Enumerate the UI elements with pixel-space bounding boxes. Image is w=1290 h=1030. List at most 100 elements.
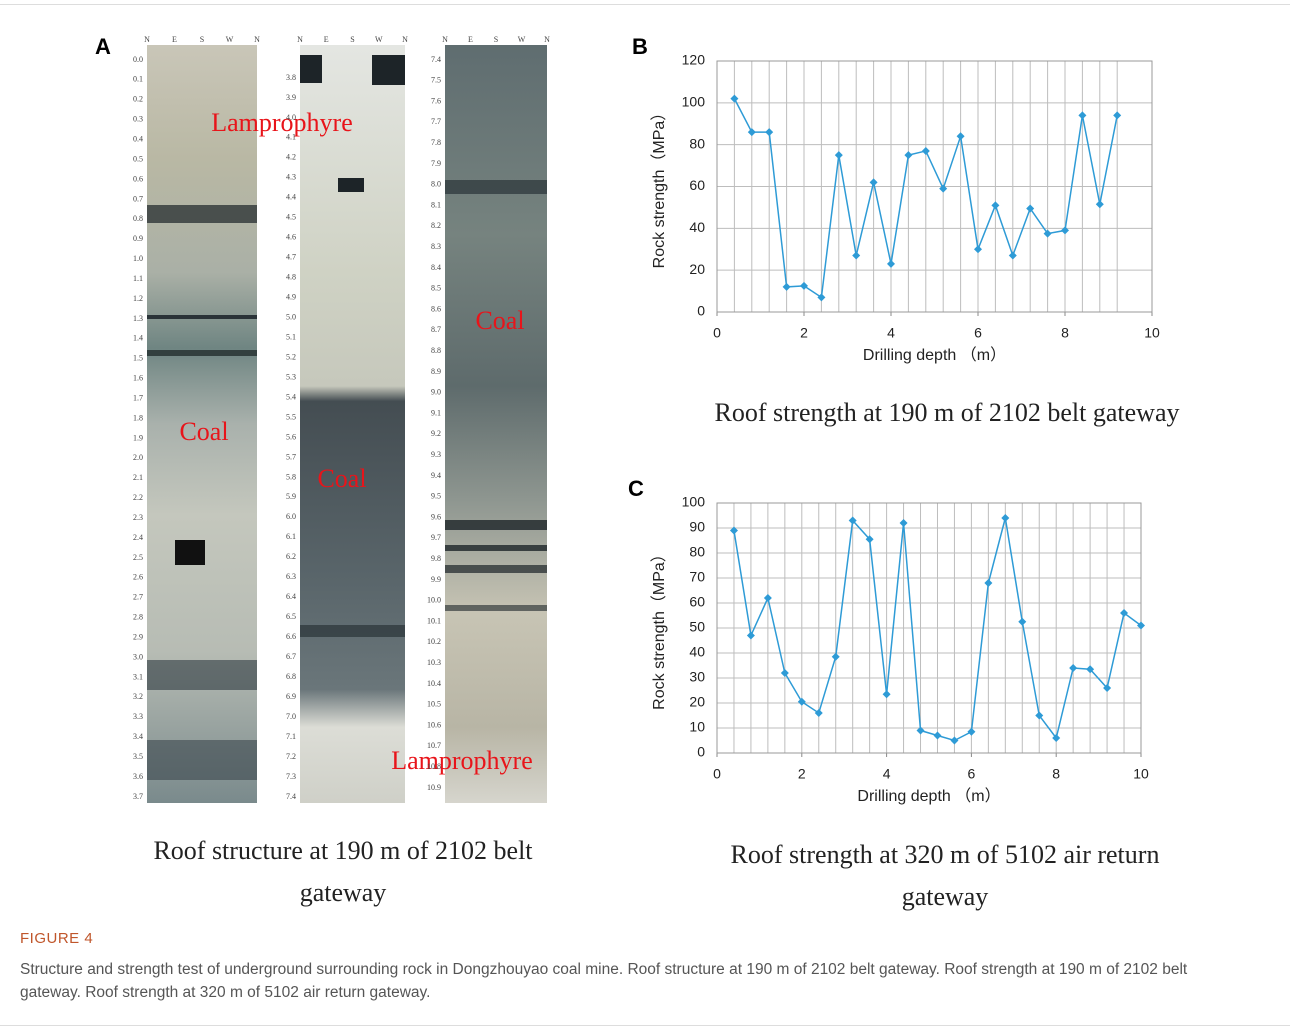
- data-point: [904, 151, 913, 160]
- compass-label: N: [402, 35, 408, 44]
- data-point: [869, 178, 878, 187]
- depth-label: 0.1: [133, 75, 143, 84]
- depth-label: 0.8: [133, 214, 143, 223]
- depth-label: 8.8: [431, 346, 441, 355]
- data-point: [921, 146, 930, 155]
- depth-label: 9.6: [431, 512, 441, 521]
- depth-label: 1.6: [133, 374, 143, 383]
- depth-label: 7.4: [286, 792, 296, 801]
- data-point: [817, 293, 826, 302]
- depth-label: 1.5: [133, 354, 143, 363]
- core-band: [372, 55, 405, 85]
- depth-label: 5.6: [286, 432, 296, 441]
- depth-label: 8.3: [431, 242, 441, 251]
- depth-label: 4.7: [286, 253, 296, 262]
- data-point: [1120, 609, 1129, 617]
- depth-label: 10.4: [427, 679, 441, 688]
- core-images: [147, 45, 547, 803]
- x-tick-label: 8: [1052, 766, 1060, 782]
- data-point: [1001, 514, 1010, 522]
- depth-label: 6.7: [286, 652, 296, 661]
- depth-label: 7.5: [431, 76, 441, 85]
- depth-label: 7.8: [431, 138, 441, 147]
- data-point: [765, 128, 774, 137]
- depth-label: 1.4: [133, 334, 143, 343]
- data-point: [729, 526, 738, 535]
- depth-label: 7.1: [286, 732, 296, 741]
- core-band: [300, 625, 405, 637]
- bottom-rule: [0, 1025, 1290, 1026]
- figure-label: FIGURE 4: [20, 930, 94, 947]
- depth-label: 9.1: [431, 408, 441, 417]
- x-tick-label: 0: [713, 325, 721, 341]
- y-tick-label: 40: [689, 219, 705, 235]
- x-tick-label: 4: [883, 766, 891, 782]
- depth-label: 5.1: [286, 332, 296, 341]
- y-tick-label: 20: [689, 694, 705, 710]
- data-point: [1078, 111, 1087, 120]
- data-point: [1113, 111, 1122, 120]
- y-tick-label: 0: [697, 303, 705, 319]
- depth-label: 4.8: [286, 273, 296, 282]
- core-band: [147, 315, 257, 319]
- data-point: [1069, 664, 1078, 672]
- annotation: Coal: [179, 417, 228, 446]
- depth-label: 8.7: [431, 325, 441, 334]
- depth-label: 2.2: [133, 493, 143, 502]
- x-tick-label: 6: [968, 766, 976, 782]
- depth-label: 0.5: [133, 154, 143, 163]
- core-strip: [300, 45, 405, 803]
- depth-label: 1.1: [133, 274, 143, 283]
- depth-label: 9.3: [431, 450, 441, 459]
- depth-label: 4.2: [286, 153, 296, 162]
- depth-label: 2.6: [133, 573, 143, 582]
- compass-label: S: [494, 35, 498, 44]
- data-point: [950, 736, 959, 745]
- y-tick-label: 120: [682, 52, 706, 68]
- depth-label: 6.0: [286, 512, 296, 521]
- annotations: Lamprophyre Coal Coal Coal Lamprophyre: [179, 108, 532, 775]
- depth-label: 3.8: [286, 73, 296, 82]
- x-tick-label: 4: [887, 325, 895, 341]
- core-strip: [445, 45, 547, 803]
- data-point: [916, 726, 925, 735]
- depth-label: 9.5: [431, 492, 441, 501]
- depth-label: 9.9: [431, 575, 441, 584]
- x-tick-label: 10: [1133, 766, 1149, 782]
- compass-label: N: [442, 35, 448, 44]
- depth-label: 6.2: [286, 552, 296, 561]
- depth-label: 10.3: [427, 658, 441, 667]
- depth-label: 6.6: [286, 632, 296, 641]
- depth-label: 3.1: [133, 672, 143, 681]
- depth-label: 9.7: [431, 533, 441, 542]
- depth-label: 10.0: [427, 596, 441, 605]
- core-band: [445, 605, 547, 611]
- y-tick-label: 100: [682, 94, 706, 110]
- compass-label: E: [324, 35, 329, 44]
- depth-label: 7.7: [431, 117, 441, 126]
- core-band: [445, 520, 547, 530]
- y-tick-label: 60: [689, 177, 705, 193]
- depth-label: 9.2: [431, 429, 441, 438]
- depth-label: 2.4: [133, 533, 143, 542]
- depth-label: 1.3: [133, 314, 143, 323]
- compass-label: S: [200, 35, 204, 44]
- data-point: [780, 669, 789, 677]
- panel-caption: Roof strength at 320 m of 5102 air retur…: [730, 840, 1160, 911]
- depth-label: 0.7: [133, 194, 143, 203]
- y-tick-label: 0: [697, 744, 705, 760]
- data-point: [763, 594, 772, 602]
- panel-caption: Roof structure at 190 m of 2102 belt gat…: [153, 836, 533, 907]
- depth-label: 0.9: [133, 234, 143, 243]
- depth-label: 1.0: [133, 254, 143, 263]
- data-point: [1061, 226, 1069, 235]
- x-axis-label: Drilling depth （m）: [857, 787, 1000, 805]
- x-tick-label: 8: [1061, 325, 1069, 341]
- figure-caption: Structure and strength test of undergrou…: [20, 961, 1188, 1001]
- depth-label: 2.0: [133, 453, 143, 462]
- depth-label: 5.4: [286, 392, 296, 401]
- core-band: [338, 178, 364, 192]
- depth-label: 9.8: [431, 554, 441, 563]
- annotation: Lamprophyre: [391, 746, 533, 775]
